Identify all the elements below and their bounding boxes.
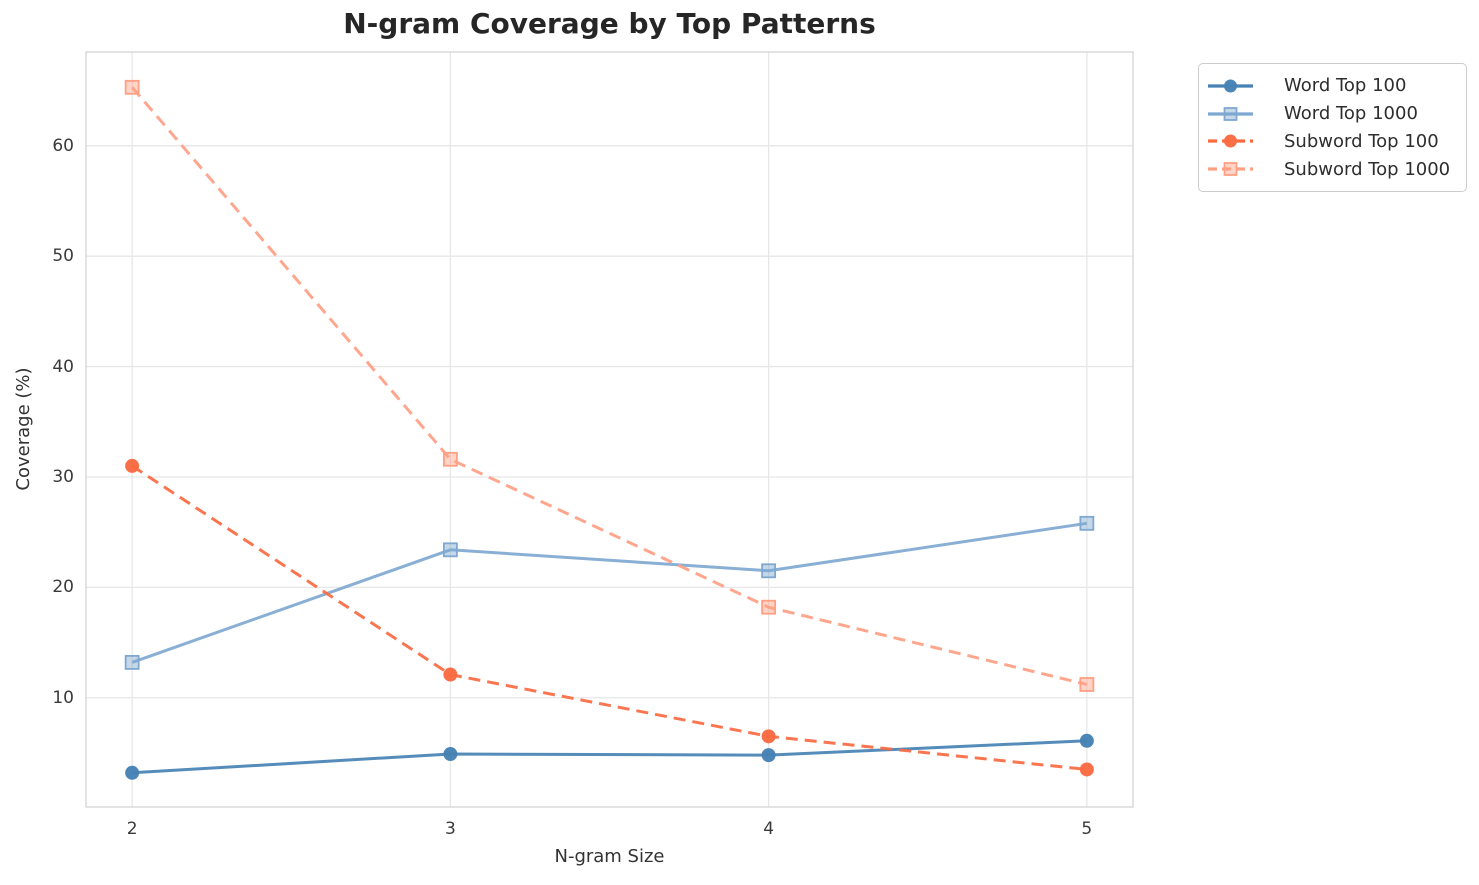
legend-swatch-word-top-1000 [1208,106,1253,121]
x-tick-label-2: 2 [126,819,138,839]
y-tick-label-50: 50 [52,246,74,267]
series-line-word-top-1000 [131,521,1088,664]
legend-swatch-subword-top-100 [1208,134,1253,148]
data-point-word-top-100 [761,748,776,763]
legend-entry-subword-top-100: Subword Top 100 [1207,128,1456,156]
legend-marker-word-top-1000 [1223,106,1238,121]
y-tick-label-30: 30 [52,466,74,487]
legend-marker-subword-top-100 [1224,134,1237,148]
y-axis-label: Coverage (%) [13,367,34,491]
data-point-subword-top-100 [443,667,458,682]
data-point-word-top-100 [1079,733,1094,748]
legend-entry-word-top-1000: Word Top 1000 [1207,100,1456,128]
series-line-word-top-100 [132,739,1087,775]
y-tick-label-60: 60 [52,135,74,156]
y-tick-label-10: 10 [52,687,74,708]
data-point-subword-top-1000 [442,451,458,467]
data-point-word-top-1000 [1079,515,1095,531]
legend-swatch-word-top-100 [1208,79,1253,93]
legend-entry-subword-top-1000: Subword Top 1000 [1207,155,1456,183]
x-axis-label: N-gram Size [554,846,665,867]
chart-title: N-gram Coverage by Top Patterns [343,7,876,40]
legend-marker-subword-top-1000 [1223,162,1238,177]
data-point-subword-top-100 [761,729,776,744]
x-tick-label-4: 4 [763,819,775,839]
data-point-subword-top-100 [1079,762,1094,777]
data-point-word-top-100 [443,747,458,762]
legend-label-word-top-1000: Word Top 1000 [1284,103,1418,125]
legend: Word Top 100 Word Top 1000 Subword Top 100… [1198,63,1467,192]
data-point-subword-top-1000 [761,599,777,615]
y-tick-label-20: 20 [52,577,74,598]
legend-label-word-top-100: Word Top 100 [1284,75,1407,97]
data-point-subword-top-100 [125,458,140,473]
data-point-word-top-100 [125,765,140,780]
data-point-subword-top-1000 [1079,677,1095,692]
series-line-subword-top-100 [131,464,1088,771]
legend-label-subword-top-100: Subword Top 100 [1284,130,1439,152]
data-point-word-top-1000 [124,655,140,670]
series-line-subword-top-1000 [131,86,1088,686]
x-tick-label-5: 5 [1081,819,1093,839]
x-tick-label-3: 3 [444,819,456,839]
data-point-subword-top-1000 [124,79,140,95]
legend-marker-word-top-100 [1224,79,1237,93]
legend-swatch-subword-top-1000 [1208,162,1253,177]
data-point-word-top-1000 [761,563,777,579]
plot-border [85,51,1134,808]
y-tick-label-40: 40 [52,356,74,377]
data-point-word-top-1000 [442,542,458,558]
legend-entry-word-top-100: Word Top 100 [1207,72,1456,100]
legend-label-subword-top-1000: Subword Top 1000 [1284,158,1451,180]
